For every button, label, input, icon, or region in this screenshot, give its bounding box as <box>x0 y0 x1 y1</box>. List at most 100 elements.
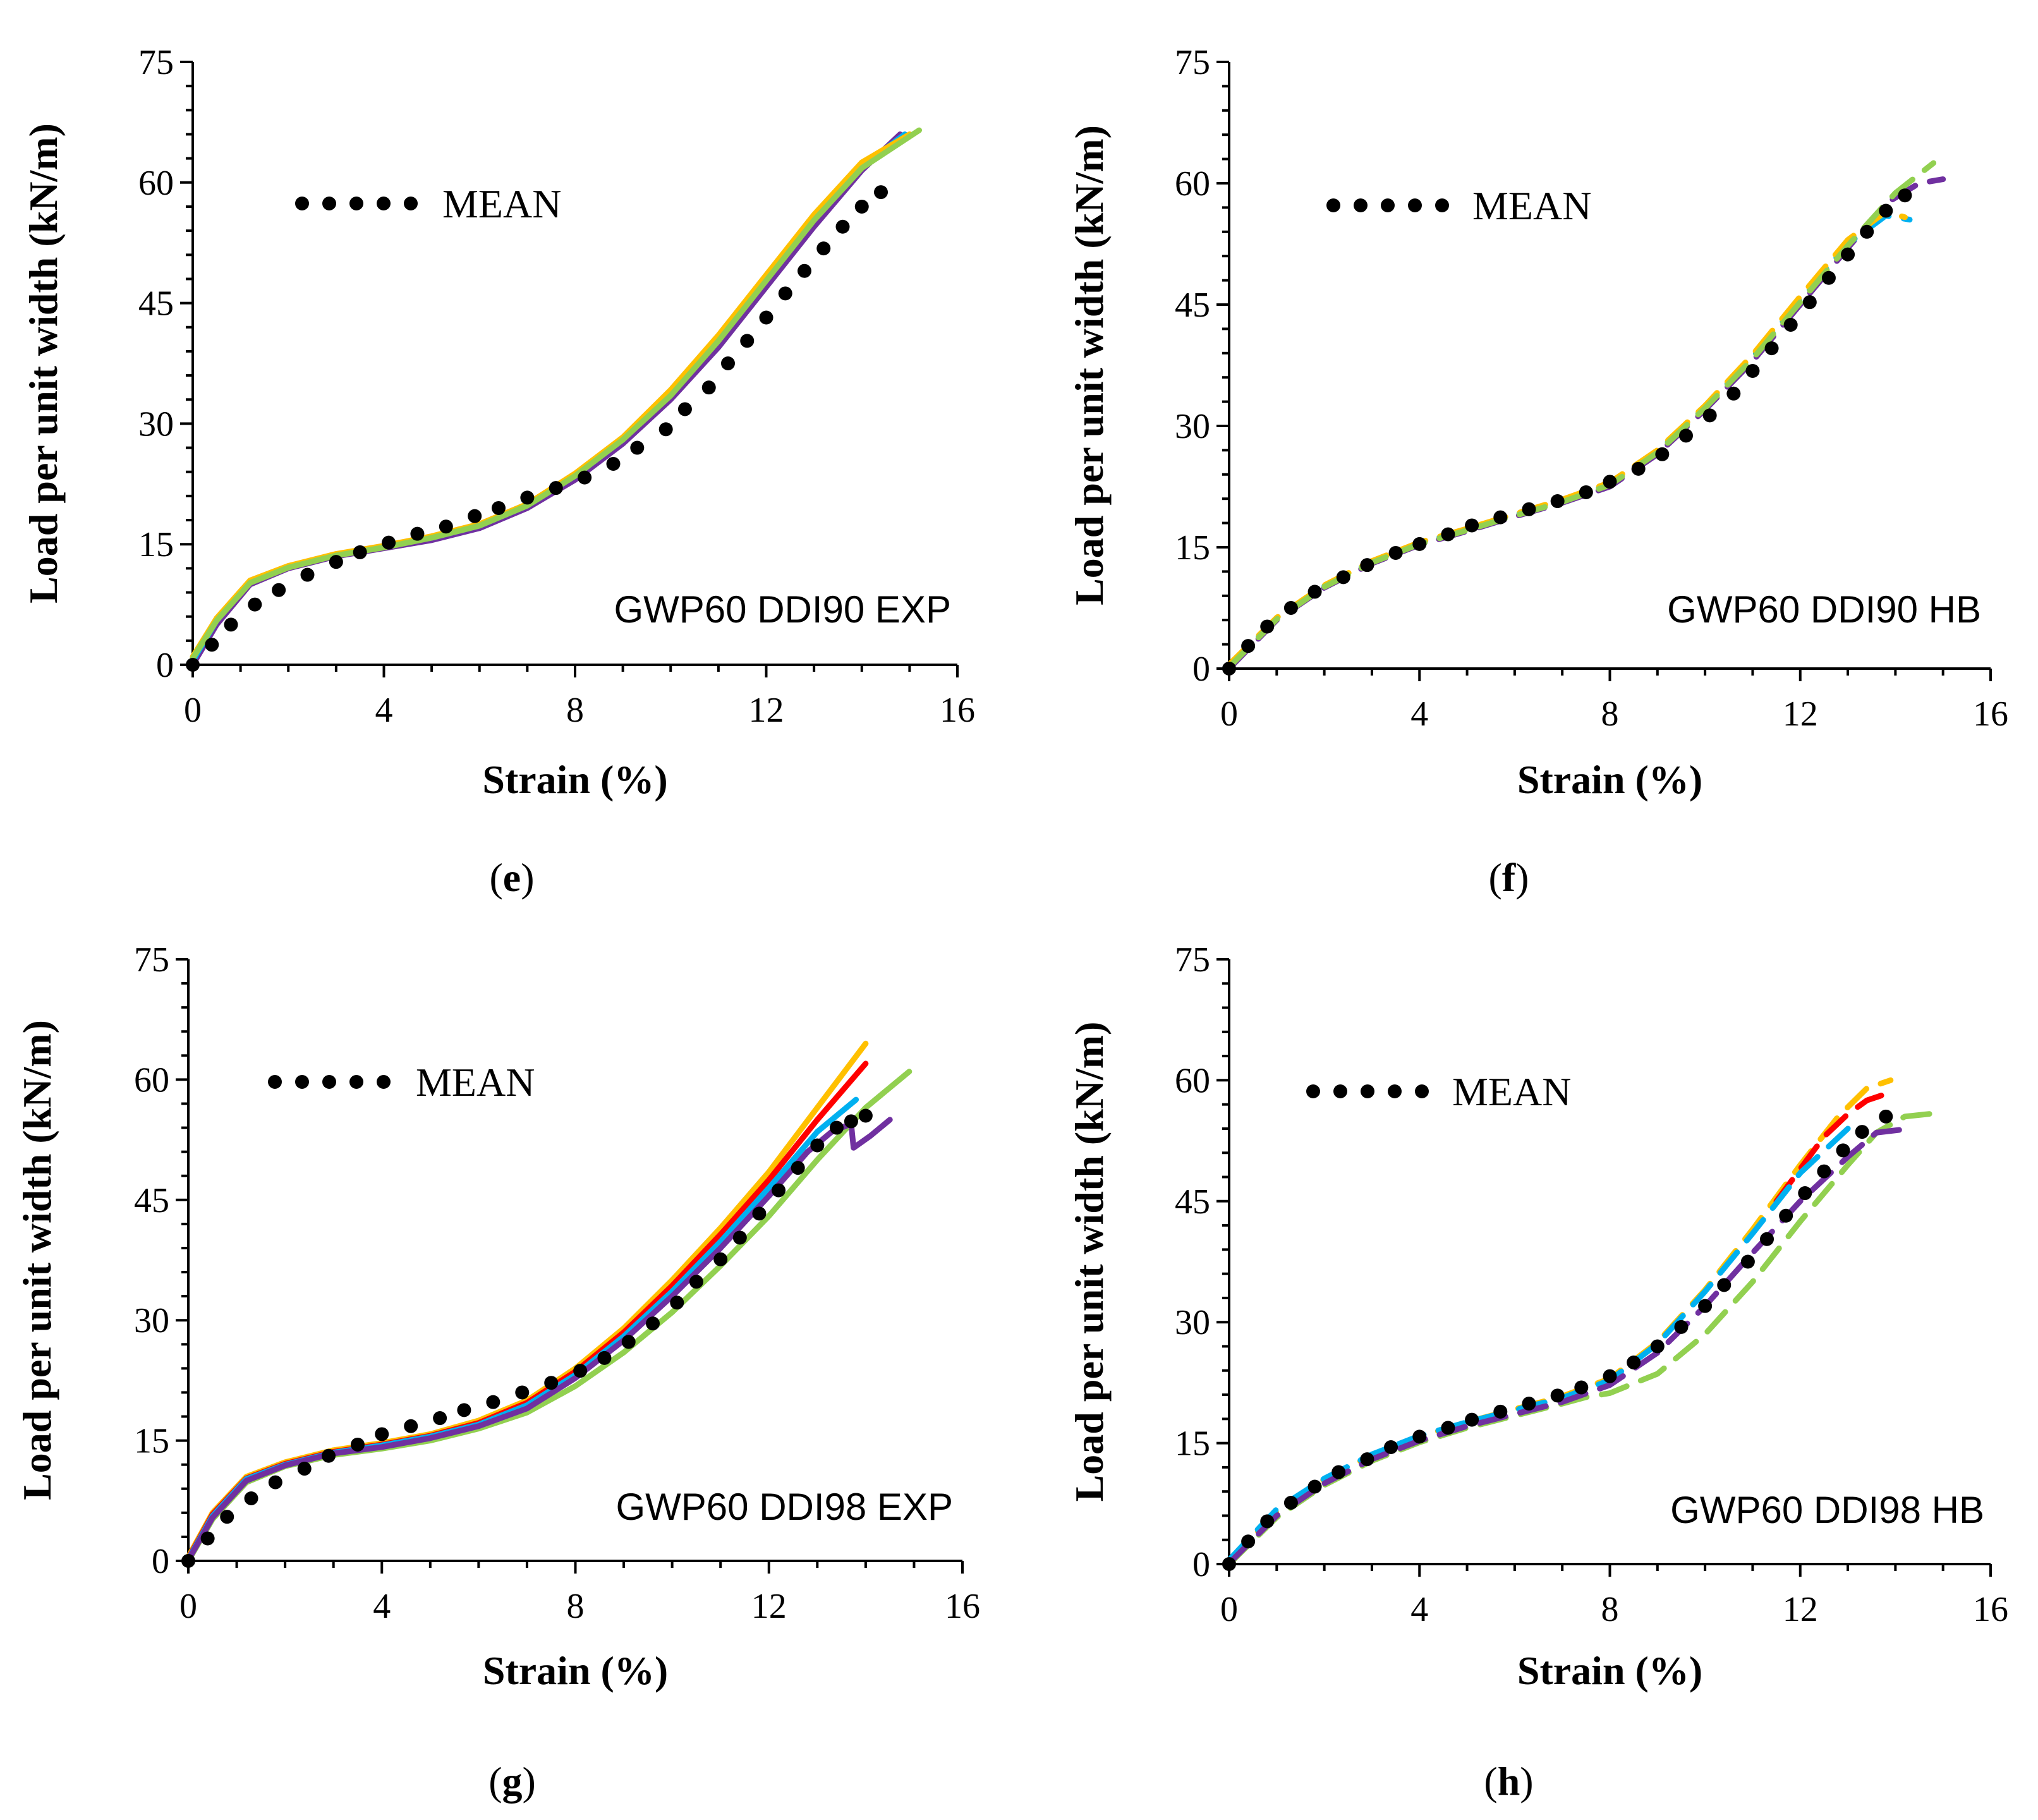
y-axis-title: Load per unit width (kN/m) <box>15 1020 59 1500</box>
chart-panel-e: 0 15 30 45 60 75 0 4 8 12 16 Strain (%) Load per uni… <box>21 43 975 900</box>
paren-close: ) <box>1520 1759 1533 1804</box>
mean-point <box>433 1411 447 1426</box>
mean-point <box>646 1316 660 1331</box>
mean-point <box>1283 1496 1298 1510</box>
legend-marker <box>1306 1084 1320 1098</box>
mean-point <box>1679 428 1693 443</box>
panel-label: (h) <box>1484 1759 1533 1804</box>
x-tick-label: 16 <box>945 1587 980 1626</box>
legend-marker <box>1326 198 1340 212</box>
legend-marker <box>1435 198 1449 212</box>
paren-close: ) <box>1515 855 1529 900</box>
mean-point <box>772 1183 786 1198</box>
legend-marker <box>349 197 363 210</box>
mean-point <box>268 1475 282 1489</box>
mean-point <box>350 1437 365 1452</box>
legend-marker <box>268 1075 282 1089</box>
series-line-specimen-1 <box>185 1040 869 1560</box>
mean-point <box>1603 475 1617 489</box>
mean-point <box>1441 527 1455 542</box>
y-tick-label: 60 <box>1175 164 1210 203</box>
mean-point <box>1336 570 1350 585</box>
legend-marker <box>1361 1084 1374 1098</box>
y-axis-title: Load per unit width (kN/m) <box>1067 1022 1112 1502</box>
mean-point <box>1283 601 1298 615</box>
series-mean <box>181 1108 873 1568</box>
y-tick-label: 30 <box>1175 1303 1210 1342</box>
legend-marker <box>1408 198 1422 212</box>
x-tick-label: 12 <box>749 691 784 730</box>
mean-point <box>220 1510 234 1524</box>
mean-point <box>689 1275 703 1289</box>
mean-point <box>677 402 692 416</box>
mean-point <box>1798 1186 1812 1201</box>
mean-point <box>353 545 367 559</box>
x-tick-label: 4 <box>375 691 393 730</box>
mean-point <box>1740 1254 1755 1269</box>
mean-point <box>740 334 755 348</box>
mean-point <box>1779 1208 1793 1223</box>
legend-marker <box>404 197 418 210</box>
mean-point <box>181 1554 195 1568</box>
x-tick-label: 16 <box>1973 695 2008 734</box>
panel-annotation: GWP60 DDI90 HB <box>1667 588 1981 631</box>
y-tick-label: 45 <box>1175 286 1210 325</box>
x-tick-label: 0 <box>179 1587 197 1626</box>
mean-point <box>1802 295 1817 310</box>
mean-point <box>1841 247 1855 262</box>
mean-point <box>874 185 888 200</box>
legend-marker <box>322 197 336 210</box>
mean-point <box>798 264 811 278</box>
chart-panel-h: 0 15 30 45 60 75 0 4 8 12 16 Strain (%) Load per uni… <box>1067 940 2008 1804</box>
y-tick-label: 75 <box>1175 940 1210 980</box>
panel-letter: f <box>1502 855 1516 900</box>
mean-point <box>1764 341 1779 356</box>
legend-marker <box>1381 198 1395 212</box>
mean-point <box>1360 1452 1374 1467</box>
mean-point <box>810 1138 825 1153</box>
mean-point <box>224 617 238 632</box>
series-line-specimen-2 <box>185 1060 869 1562</box>
chart-panel-f: 0 15 30 45 60 75 0 4 8 12 16 Strain (%) Load per uni… <box>1067 43 2008 900</box>
x-tick-label: 4 <box>1410 695 1428 734</box>
y-tick-label: 75 <box>1175 43 1210 82</box>
mean-point <box>297 1462 312 1476</box>
mean-point <box>1603 1369 1617 1383</box>
mean-point <box>1650 1339 1665 1354</box>
mean-point <box>1898 188 1912 203</box>
y-tick-label: 30 <box>138 404 174 444</box>
mean-point <box>621 1335 636 1349</box>
mean-point <box>658 422 673 437</box>
series-mean <box>186 185 888 672</box>
legend-marker <box>1415 1084 1429 1098</box>
x-tick-label: 4 <box>373 1587 391 1626</box>
legend-marker <box>377 197 391 210</box>
mean-point <box>829 1120 844 1135</box>
y-axis-title: Load per unit width (kN/m) <box>21 123 66 604</box>
x-tick-label: 16 <box>1973 1590 2008 1629</box>
legend-label: MEAN <box>1472 183 1591 228</box>
legend-marker <box>322 1075 336 1089</box>
mean-point <box>1783 318 1798 332</box>
y-tick-label: 75 <box>138 43 174 82</box>
mean-point <box>404 1419 418 1433</box>
legend-marker <box>295 197 309 210</box>
mean-point <box>701 380 716 395</box>
mean-point <box>1821 270 1836 285</box>
mean-point <box>1522 502 1536 516</box>
mean-point <box>1493 510 1508 525</box>
mean-point <box>713 1252 728 1266</box>
legend-label: MEAN <box>416 1060 535 1105</box>
mean-point <box>329 555 343 569</box>
x-tick-label: 8 <box>567 1587 585 1626</box>
mean-point <box>573 1364 588 1378</box>
mean-point <box>492 500 506 515</box>
legend: MEAN <box>1306 1069 1571 1114</box>
mean-point <box>186 658 200 672</box>
mean-point <box>1702 408 1717 423</box>
legend: MEAN <box>268 1060 535 1105</box>
mean-point <box>1465 1412 1479 1427</box>
mean-point <box>1260 1514 1275 1529</box>
mean-point <box>468 509 482 523</box>
